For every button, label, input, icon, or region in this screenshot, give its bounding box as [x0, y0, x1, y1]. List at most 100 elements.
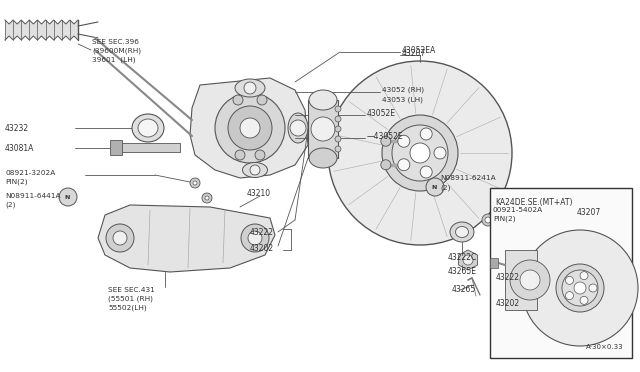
Text: PIN(2): PIN(2) — [5, 179, 28, 185]
Circle shape — [241, 224, 269, 252]
Circle shape — [482, 214, 494, 226]
Circle shape — [113, 231, 127, 245]
Text: 43210: 43210 — [247, 189, 271, 198]
Text: 43052 (RH): 43052 (RH) — [382, 87, 424, 93]
Text: A·30×0.33: A·30×0.33 — [586, 344, 624, 350]
Bar — [505, 250, 537, 310]
Text: (2): (2) — [440, 185, 451, 191]
Text: SEE SEC.396: SEE SEC.396 — [92, 39, 139, 45]
Ellipse shape — [309, 148, 337, 168]
Text: N: N — [431, 185, 436, 189]
Text: 08921-3202A: 08921-3202A — [5, 170, 55, 176]
Text: KA24DE.SE.(MT+AT): KA24DE.SE.(MT+AT) — [495, 198, 573, 207]
Text: 43232: 43232 — [5, 124, 29, 132]
Text: 43052E: 43052E — [367, 109, 396, 118]
Text: 43265: 43265 — [452, 285, 476, 295]
Text: 43052EA: 43052EA — [402, 45, 436, 55]
Circle shape — [580, 272, 588, 280]
Circle shape — [589, 284, 597, 292]
Text: (39600M(RH): (39600M(RH) — [92, 48, 141, 54]
Text: (55501 (RH): (55501 (RH) — [108, 296, 153, 302]
Circle shape — [240, 118, 260, 138]
Circle shape — [233, 95, 243, 105]
Text: 43081A: 43081A — [5, 144, 35, 153]
Text: 55502(LH): 55502(LH) — [108, 305, 147, 311]
Circle shape — [257, 95, 267, 105]
Circle shape — [255, 150, 265, 160]
Circle shape — [463, 255, 473, 265]
Circle shape — [580, 296, 588, 304]
Circle shape — [381, 160, 391, 170]
Circle shape — [311, 117, 335, 141]
Circle shape — [228, 106, 272, 150]
Circle shape — [205, 196, 209, 200]
Polygon shape — [190, 78, 308, 178]
Circle shape — [328, 61, 512, 245]
Ellipse shape — [450, 222, 474, 242]
Ellipse shape — [309, 90, 337, 110]
Circle shape — [250, 165, 260, 175]
Text: 43207: 43207 — [577, 208, 601, 217]
Text: 43202: 43202 — [250, 244, 274, 253]
Text: —43052E: —43052E — [367, 131, 404, 141]
Circle shape — [410, 143, 430, 163]
Text: N: N — [64, 195, 70, 199]
Circle shape — [420, 166, 432, 178]
Circle shape — [335, 116, 341, 122]
Circle shape — [398, 159, 410, 171]
Circle shape — [420, 128, 432, 140]
Circle shape — [215, 93, 285, 163]
Circle shape — [106, 224, 134, 252]
Text: 43222: 43222 — [496, 273, 520, 282]
Text: 00921-5402A: 00921-5402A — [493, 207, 543, 213]
Circle shape — [335, 106, 341, 112]
Circle shape — [290, 120, 306, 136]
Polygon shape — [458, 250, 477, 270]
Ellipse shape — [456, 227, 468, 237]
Ellipse shape — [132, 114, 164, 142]
Text: 43053 (LH): 43053 (LH) — [382, 97, 423, 103]
Circle shape — [566, 292, 573, 299]
Circle shape — [510, 260, 550, 300]
Circle shape — [522, 230, 638, 346]
Circle shape — [426, 178, 444, 196]
Circle shape — [562, 270, 598, 306]
Circle shape — [381, 136, 391, 146]
Circle shape — [520, 270, 540, 290]
Circle shape — [335, 146, 341, 152]
Circle shape — [574, 282, 586, 294]
Circle shape — [566, 276, 573, 284]
Text: 43202: 43202 — [496, 298, 520, 308]
Circle shape — [335, 136, 341, 142]
Circle shape — [193, 181, 197, 185]
Bar — [115, 143, 180, 152]
Circle shape — [434, 147, 446, 159]
Bar — [490, 258, 498, 268]
Polygon shape — [98, 205, 275, 272]
Text: 39601  (LH): 39601 (LH) — [92, 57, 136, 63]
Text: PIN(2): PIN(2) — [493, 216, 516, 222]
Text: SEE SEC.431: SEE SEC.431 — [108, 287, 155, 293]
Ellipse shape — [235, 79, 265, 97]
Circle shape — [190, 178, 200, 188]
Circle shape — [235, 150, 245, 160]
Ellipse shape — [288, 113, 308, 143]
Circle shape — [485, 217, 491, 223]
Text: 43207: 43207 — [402, 48, 426, 58]
Circle shape — [59, 188, 77, 206]
Ellipse shape — [138, 119, 158, 137]
Circle shape — [244, 82, 256, 94]
Circle shape — [398, 135, 410, 147]
Circle shape — [248, 231, 262, 245]
Circle shape — [392, 125, 448, 181]
Circle shape — [202, 193, 212, 203]
Text: 43222: 43222 — [250, 228, 274, 237]
Circle shape — [556, 264, 604, 312]
Text: (2): (2) — [5, 202, 15, 208]
Text: 43265E: 43265E — [448, 267, 477, 276]
Circle shape — [335, 126, 341, 132]
Bar — [490, 188, 632, 358]
Bar — [110, 140, 122, 155]
Text: N08911-6441A: N08911-6441A — [5, 193, 61, 199]
Bar — [308, 100, 338, 158]
